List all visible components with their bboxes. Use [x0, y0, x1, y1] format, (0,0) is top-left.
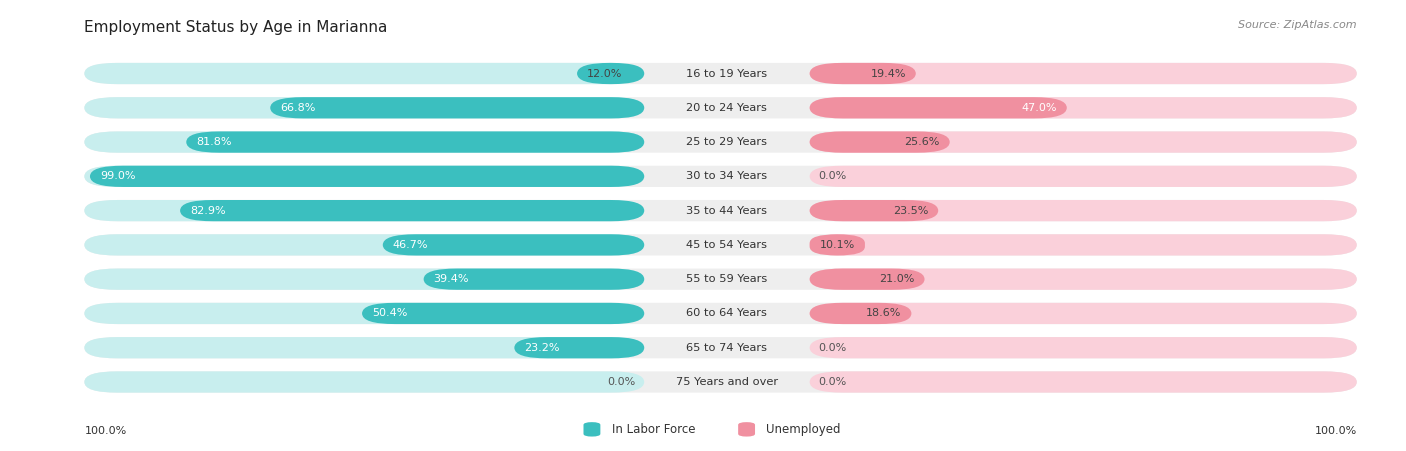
FancyBboxPatch shape	[363, 303, 644, 324]
FancyBboxPatch shape	[84, 268, 1357, 290]
FancyBboxPatch shape	[810, 63, 915, 84]
FancyBboxPatch shape	[84, 97, 644, 119]
Text: 0.0%: 0.0%	[607, 377, 636, 387]
FancyBboxPatch shape	[84, 97, 1357, 119]
Text: 100.0%: 100.0%	[1315, 426, 1357, 436]
FancyBboxPatch shape	[84, 166, 644, 187]
FancyBboxPatch shape	[84, 303, 644, 324]
FancyBboxPatch shape	[84, 131, 1357, 153]
FancyBboxPatch shape	[810, 337, 1357, 359]
Text: 30 to 34 Years: 30 to 34 Years	[686, 171, 768, 181]
Text: 23.5%: 23.5%	[893, 206, 928, 216]
FancyBboxPatch shape	[810, 234, 1357, 256]
FancyBboxPatch shape	[810, 63, 1357, 84]
FancyBboxPatch shape	[84, 63, 644, 84]
FancyBboxPatch shape	[810, 200, 938, 221]
Text: 50.4%: 50.4%	[373, 308, 408, 318]
FancyBboxPatch shape	[583, 422, 600, 437]
FancyBboxPatch shape	[810, 303, 911, 324]
Text: 66.8%: 66.8%	[280, 103, 315, 113]
FancyBboxPatch shape	[90, 166, 644, 187]
FancyBboxPatch shape	[810, 97, 1357, 119]
FancyBboxPatch shape	[810, 303, 1357, 324]
Text: 0.0%: 0.0%	[818, 171, 846, 181]
Text: Source: ZipAtlas.com: Source: ZipAtlas.com	[1239, 20, 1357, 30]
FancyBboxPatch shape	[84, 337, 644, 359]
FancyBboxPatch shape	[84, 337, 1357, 359]
FancyBboxPatch shape	[84, 371, 644, 393]
FancyBboxPatch shape	[84, 268, 644, 290]
Text: 23.2%: 23.2%	[524, 343, 560, 353]
FancyBboxPatch shape	[84, 166, 1357, 187]
Text: 55 to 59 Years: 55 to 59 Years	[686, 274, 768, 284]
FancyBboxPatch shape	[180, 200, 644, 221]
Text: 99.0%: 99.0%	[100, 171, 135, 181]
FancyBboxPatch shape	[738, 422, 755, 437]
Text: 60 to 64 Years: 60 to 64 Years	[686, 308, 768, 318]
FancyBboxPatch shape	[84, 131, 644, 153]
Text: 21.0%: 21.0%	[879, 274, 915, 284]
FancyBboxPatch shape	[810, 131, 949, 153]
Text: 25.6%: 25.6%	[904, 137, 939, 147]
Text: Employment Status by Age in Marianna: Employment Status by Age in Marianna	[84, 20, 388, 35]
FancyBboxPatch shape	[515, 337, 644, 359]
FancyBboxPatch shape	[84, 200, 1357, 221]
Text: 47.0%: 47.0%	[1022, 103, 1057, 113]
Text: 35 to 44 Years: 35 to 44 Years	[686, 206, 768, 216]
FancyBboxPatch shape	[810, 268, 1357, 290]
Text: 100.0%: 100.0%	[84, 426, 127, 436]
FancyBboxPatch shape	[84, 303, 1357, 324]
FancyBboxPatch shape	[576, 63, 644, 84]
FancyBboxPatch shape	[810, 131, 1357, 153]
FancyBboxPatch shape	[84, 63, 1357, 84]
FancyBboxPatch shape	[382, 234, 644, 256]
FancyBboxPatch shape	[423, 268, 644, 290]
FancyBboxPatch shape	[810, 200, 1357, 221]
FancyBboxPatch shape	[84, 234, 1357, 256]
Text: 16 to 19 Years: 16 to 19 Years	[686, 69, 768, 78]
Text: 45 to 54 Years: 45 to 54 Years	[686, 240, 768, 250]
FancyBboxPatch shape	[810, 166, 1357, 187]
FancyBboxPatch shape	[270, 97, 644, 119]
FancyBboxPatch shape	[810, 97, 1067, 119]
Text: In Labor Force: In Labor Force	[612, 423, 695, 436]
Text: 82.9%: 82.9%	[190, 206, 225, 216]
Text: 25 to 29 Years: 25 to 29 Years	[686, 137, 768, 147]
Text: 19.4%: 19.4%	[870, 69, 905, 78]
Text: 12.0%: 12.0%	[586, 69, 623, 78]
FancyBboxPatch shape	[84, 200, 644, 221]
Text: 39.4%: 39.4%	[433, 274, 470, 284]
FancyBboxPatch shape	[84, 234, 644, 256]
Text: 18.6%: 18.6%	[866, 308, 901, 318]
Text: Unemployed: Unemployed	[766, 423, 841, 436]
FancyBboxPatch shape	[84, 371, 1357, 393]
FancyBboxPatch shape	[810, 371, 1357, 393]
Text: 75 Years and over: 75 Years and over	[676, 377, 778, 387]
Text: 46.7%: 46.7%	[392, 240, 427, 250]
Text: 10.1%: 10.1%	[820, 240, 855, 250]
FancyBboxPatch shape	[810, 268, 925, 290]
FancyBboxPatch shape	[186, 131, 644, 153]
Text: 0.0%: 0.0%	[818, 343, 846, 353]
Text: 81.8%: 81.8%	[195, 137, 232, 147]
Text: 0.0%: 0.0%	[818, 377, 846, 387]
FancyBboxPatch shape	[810, 234, 865, 256]
Text: 20 to 24 Years: 20 to 24 Years	[686, 103, 768, 113]
Text: 65 to 74 Years: 65 to 74 Years	[686, 343, 768, 353]
